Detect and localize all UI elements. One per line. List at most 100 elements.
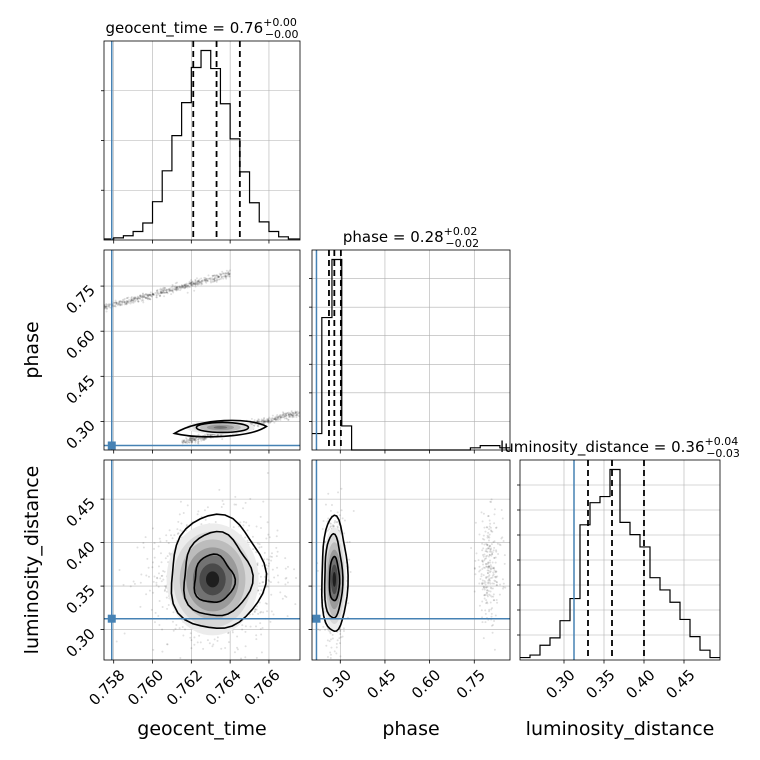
phase-geocent-dot-340 <box>165 291 168 294</box>
ld-geocent-dot-1009 <box>159 540 162 543</box>
phase-geocent-dot-758 <box>185 439 188 442</box>
phase-geocent-dot-180 <box>211 277 214 280</box>
phase-geocent-dot-226 <box>147 294 150 297</box>
ld-phase-dot-7 <box>331 637 334 640</box>
phase-geocent-dot-972 <box>188 441 191 444</box>
phase-geocent-dot-1006 <box>288 415 291 418</box>
phase-geocent-dot-782 <box>279 416 282 419</box>
phase-geocent-dot-810 <box>216 434 219 437</box>
ld-geocent-dot-176 <box>284 583 287 586</box>
phase-geocent-dot-156 <box>173 286 176 289</box>
phase-geocent-dot-649 <box>185 441 188 444</box>
phase-geocent-dot-27 <box>190 281 193 284</box>
ld-geocent-dot-714 <box>259 622 262 625</box>
phase-geocent-dot-619 <box>275 418 278 421</box>
phase-geocent-dot-160 <box>227 270 230 273</box>
phase-geocent-dot-775 <box>263 422 266 425</box>
phase-geocent-dot-96 <box>149 298 152 301</box>
phase-geocent-dot-588 <box>262 420 265 423</box>
ld-phase-dot-943 <box>493 508 496 511</box>
phase-geocent-dot-423 <box>146 295 149 298</box>
scatter-phase-vs-geocent <box>104 269 300 447</box>
phase-geocent-dot-303 <box>129 300 132 303</box>
ld-phase-dot-645 <box>336 511 339 514</box>
ld-phase-dot-898 <box>485 550 488 553</box>
ld-geocent-dot-920 <box>165 596 168 599</box>
phase-geocent-dot-950 <box>285 417 288 420</box>
phase-geocent-dot-321 <box>144 293 147 296</box>
phase-geocent-dot-337 <box>156 289 159 292</box>
ld-phase-dot-434 <box>352 510 355 513</box>
ld-phase-dot-747 <box>492 571 495 574</box>
phase-geocent-dot-826 <box>292 413 295 416</box>
phase-geocent-dot-14 <box>187 285 190 288</box>
ld-phase-dot-850 <box>493 567 496 570</box>
phase-geocent-dot-613 <box>189 439 192 442</box>
ld-geocent-dot-211 <box>142 541 145 544</box>
phase-geocent-dot-137 <box>105 305 108 308</box>
phase-geocent-dot-508 <box>170 289 173 292</box>
phase-geocent-dot-752 <box>294 414 297 417</box>
phase-geocent-dot-135 <box>141 294 144 297</box>
ld-geocent-dot-204 <box>260 633 263 636</box>
phase-geocent-dot-922 <box>296 413 299 416</box>
ld-phase-dot-706 <box>487 531 490 534</box>
phase-geocent-dot-0 <box>105 310 108 313</box>
ld-phase-dot-941 <box>487 582 490 585</box>
ld-phase-dot-858 <box>491 582 494 585</box>
phase-geocent-dot-953 <box>276 416 279 419</box>
phase-geocent-dot-19 <box>187 282 190 285</box>
ld-geocent-dot-482 <box>236 646 239 649</box>
phase-geocent-dot-71 <box>155 289 158 292</box>
ld-geocent-dot-199 <box>118 569 121 572</box>
ld-phase-dot-719 <box>486 593 489 596</box>
ld-phase-dot-827 <box>488 533 491 536</box>
ld-phase-dot-790 <box>499 583 502 586</box>
phase-geocent-dot-270 <box>226 274 229 277</box>
phase-geocent-dot-1026 <box>292 414 295 417</box>
phase-geocent-dot-207 <box>213 278 216 281</box>
phase-geocent-dot-915 <box>278 415 281 418</box>
phase-geocent-dot-342 <box>180 286 183 289</box>
phase-geocent-dot-269 <box>162 292 165 295</box>
phase-geocent-dot-268 <box>196 282 199 285</box>
phase-geocent-dot-786 <box>266 420 269 423</box>
ld-phase-dot-276 <box>338 642 341 645</box>
ld-geocent-dot-985 <box>269 620 272 623</box>
phase-geocent-dot-485 <box>164 288 167 291</box>
phase-geocent-dot-219 <box>141 298 144 301</box>
ld-phase-dot-754 <box>485 555 488 558</box>
phase-geocent-dot-52 <box>175 288 178 291</box>
phase-geocent-dot-74 <box>189 282 192 285</box>
ld-geocent-dot-84 <box>242 520 245 523</box>
panel-phase-hist <box>311 249 511 451</box>
phase-geocent-dot-770 <box>264 420 267 423</box>
phase-geocent-dot-272 <box>104 305 107 308</box>
ld-geocent-dot-310 <box>256 562 259 565</box>
phase-geocent-dot-445 <box>175 288 178 291</box>
phase-geocent-dot-330 <box>165 288 168 291</box>
ld-geocent-dot-455 <box>159 577 162 580</box>
phase-geocent-dot-234 <box>179 285 182 288</box>
phase-geocent-dot-181 <box>217 276 220 279</box>
ld-phase-dot-876 <box>488 608 491 611</box>
ld-phase-contour-inner <box>328 555 341 602</box>
phase-geocent-dot-940 <box>265 418 268 421</box>
phase-geocent-dot-288 <box>139 294 142 297</box>
phase-geocent-dot-490 <box>167 288 170 291</box>
phase-geocent-dot-430 <box>217 275 220 278</box>
phase-geocent-dot-616 <box>291 414 294 417</box>
ld-geocent-dot-629 <box>176 528 179 531</box>
phase-geocent-dot-291 <box>178 285 181 288</box>
ld-phase-dot-831 <box>473 566 476 569</box>
ld-geocent-dot-944 <box>147 575 150 578</box>
phase-geocent-dot-378 <box>224 272 227 275</box>
phase-geocent-contour-outer <box>172 419 268 438</box>
phase-geocent-dot-435 <box>163 286 166 289</box>
ld-phase-dot-437 <box>329 653 332 656</box>
phase-geocent-dot-167 <box>226 273 229 276</box>
phase-geocent-dot-934 <box>279 418 282 421</box>
phase-geocent-dot-904 <box>287 414 290 417</box>
ld-phase-dot-868 <box>496 581 499 584</box>
phase-geocent-dot-70 <box>195 282 198 285</box>
